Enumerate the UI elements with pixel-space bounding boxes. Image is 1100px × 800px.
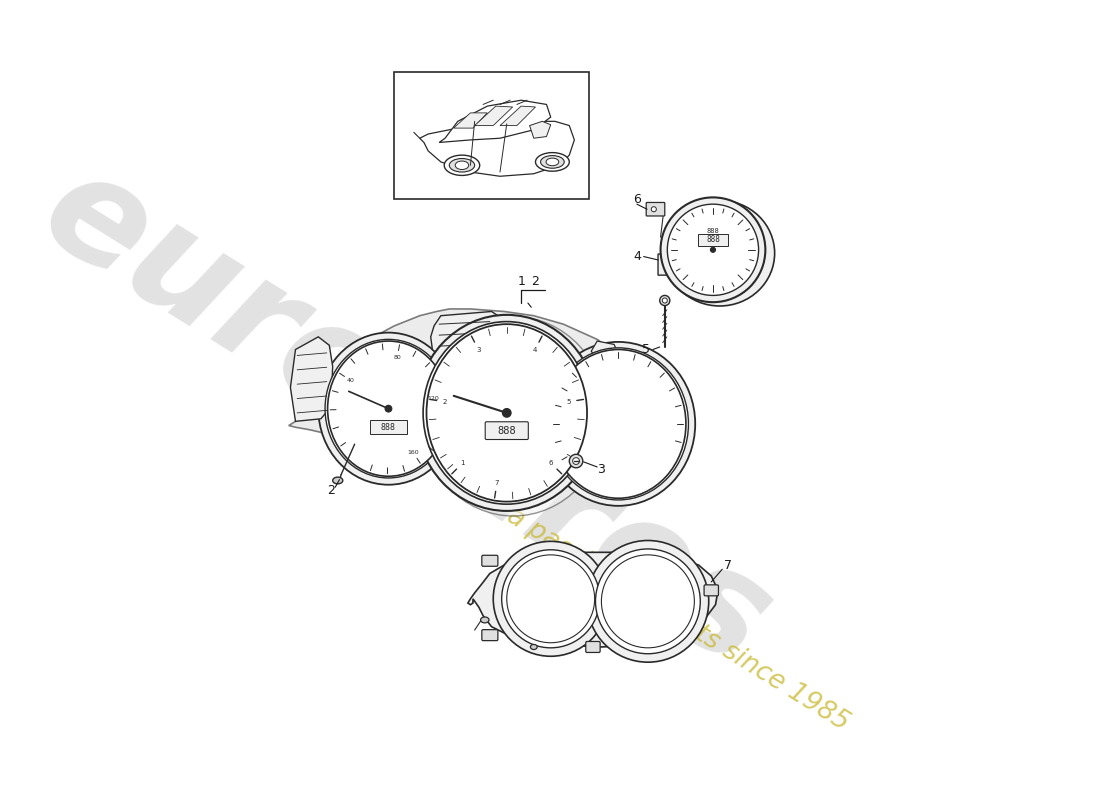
Ellipse shape [664,200,774,306]
Circle shape [503,409,512,417]
Text: 7: 7 [724,558,733,571]
Circle shape [660,295,670,306]
FancyBboxPatch shape [586,642,601,653]
Text: 120: 120 [428,396,439,401]
Text: 80: 80 [394,354,402,360]
Text: 5: 5 [642,343,650,356]
Ellipse shape [420,317,606,516]
Ellipse shape [416,315,598,511]
Ellipse shape [332,477,343,484]
Text: 2: 2 [327,484,334,497]
Text: 6: 6 [549,460,553,466]
Circle shape [573,458,580,465]
Circle shape [493,542,608,656]
Ellipse shape [551,350,686,498]
Circle shape [711,247,715,252]
Polygon shape [529,122,551,138]
Ellipse shape [444,155,480,175]
Circle shape [385,406,392,412]
Polygon shape [420,122,574,176]
FancyBboxPatch shape [704,585,718,596]
Text: 4: 4 [534,346,537,353]
Bar [697,234,728,246]
Ellipse shape [455,161,469,170]
Text: 2: 2 [443,398,448,405]
Circle shape [587,541,708,662]
Ellipse shape [530,645,537,650]
Text: 4: 4 [632,250,641,263]
Ellipse shape [536,153,570,171]
Polygon shape [592,341,618,365]
FancyBboxPatch shape [646,202,664,216]
Text: 888: 888 [497,426,516,436]
Text: 6: 6 [632,193,641,206]
Circle shape [595,549,701,654]
Text: 2: 2 [531,275,539,289]
Text: 7: 7 [495,480,499,486]
Ellipse shape [318,333,459,485]
Ellipse shape [548,348,689,500]
Polygon shape [474,106,513,126]
Ellipse shape [546,158,559,166]
Circle shape [662,298,668,303]
Text: euroPares: euroPares [19,138,795,697]
FancyBboxPatch shape [482,630,498,641]
Polygon shape [468,552,718,647]
Polygon shape [500,106,536,126]
Text: 3: 3 [476,346,481,353]
Polygon shape [431,311,508,358]
Text: 160: 160 [407,450,419,455]
Ellipse shape [427,324,587,502]
Circle shape [668,204,759,295]
Text: 888: 888 [706,228,719,234]
Circle shape [661,198,766,302]
FancyBboxPatch shape [485,422,528,439]
Polygon shape [453,113,487,128]
Ellipse shape [541,342,695,506]
Polygon shape [288,309,644,481]
Polygon shape [290,337,332,422]
Circle shape [570,454,583,468]
Ellipse shape [326,339,452,478]
Polygon shape [613,375,639,400]
Text: 5: 5 [566,398,571,405]
Polygon shape [439,100,551,142]
Ellipse shape [481,617,490,623]
Ellipse shape [540,155,564,168]
Text: 1: 1 [517,275,525,289]
Ellipse shape [328,341,449,476]
Ellipse shape [424,322,591,504]
Text: 1: 1 [460,460,465,466]
Circle shape [507,555,595,642]
Circle shape [502,550,600,648]
FancyBboxPatch shape [482,555,498,566]
Text: 888: 888 [706,235,719,244]
Bar [370,421,407,434]
Ellipse shape [449,158,474,172]
Circle shape [602,555,694,648]
Circle shape [651,206,657,212]
Text: 3: 3 [597,463,605,476]
Text: a passion for parts since 1985: a passion for parts since 1985 [502,503,854,737]
Polygon shape [658,254,672,275]
Text: 888: 888 [381,422,396,432]
Bar [395,72,588,199]
Text: 40: 40 [346,378,354,382]
